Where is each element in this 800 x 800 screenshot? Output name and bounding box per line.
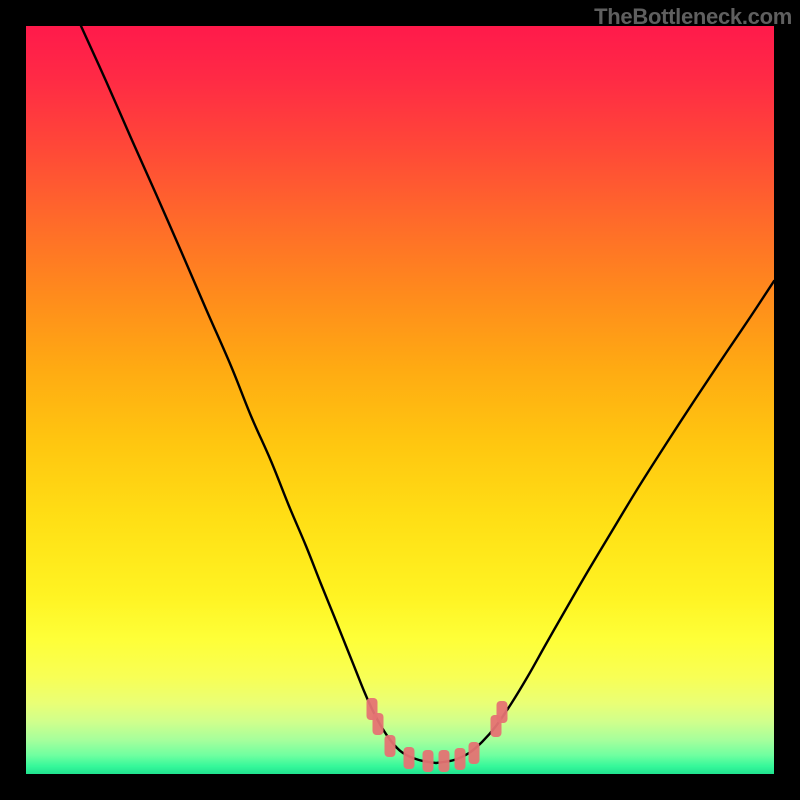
chart-outer-frame: TheBottleneck.com bbox=[0, 0, 800, 800]
marker-9 bbox=[497, 701, 508, 723]
marker-5 bbox=[439, 750, 450, 772]
watermark-text: TheBottleneck.com bbox=[594, 4, 792, 30]
marker-1 bbox=[373, 713, 384, 735]
marker-6 bbox=[455, 748, 466, 770]
marker-7 bbox=[469, 742, 480, 764]
bottleneck-curve-plot bbox=[26, 26, 774, 774]
marker-3 bbox=[404, 747, 415, 769]
marker-4 bbox=[423, 750, 434, 772]
plot-background bbox=[26, 26, 774, 774]
marker-2 bbox=[385, 735, 396, 757]
